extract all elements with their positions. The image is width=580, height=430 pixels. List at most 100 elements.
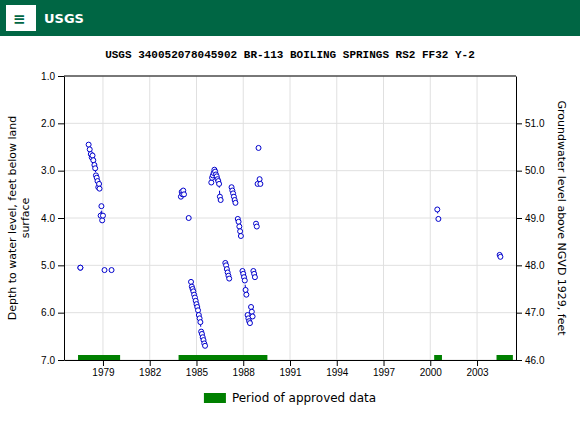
logo-box — [6, 5, 36, 31]
tick-label: 51.0 — [525, 118, 545, 129]
data-point — [249, 304, 254, 309]
tick: 47.0 — [516, 307, 545, 318]
data-point — [109, 268, 114, 273]
tick-mark — [196, 360, 197, 366]
grid-line — [64, 170, 516, 171]
grid-line — [64, 218, 516, 219]
tick-label: 4.0 — [41, 213, 55, 224]
grid-line — [64, 312, 516, 313]
data-point — [186, 216, 191, 221]
data-point — [196, 308, 201, 313]
tick: 1.0 — [41, 71, 64, 82]
legend-swatch — [204, 393, 226, 403]
data-point — [90, 153, 95, 158]
tick-mark — [337, 360, 338, 366]
tick: 1997 — [373, 360, 396, 378]
data-point — [189, 279, 194, 284]
tick-mark — [430, 360, 431, 366]
data-point — [93, 166, 98, 171]
y2-axis: 46.0 47.0 48.0 49.0 50.0 51.0 — [516, 77, 545, 366]
tick-label: 2003 — [466, 367, 489, 378]
logo-symbol: ≡ — [13, 10, 26, 28]
tick: 4.0 — [41, 213, 64, 224]
tick-mark — [150, 360, 151, 366]
tick-label: 1988 — [233, 367, 256, 378]
data-point — [436, 216, 441, 221]
tick-label: 2000 — [420, 367, 443, 378]
tick-label: 47.0 — [525, 307, 545, 318]
data-point — [203, 343, 208, 348]
data-point — [247, 321, 252, 326]
tick-mark — [516, 360, 522, 361]
tick-label: 49.0 — [525, 213, 545, 224]
data-point — [100, 213, 105, 218]
data-point — [209, 180, 214, 185]
tick-mark — [58, 218, 64, 219]
y-axis: 1.02.03.04.05.06.07.0 — [41, 71, 64, 366]
data-point — [97, 181, 102, 186]
tick-mark — [516, 218, 522, 219]
tick: 49.0 — [516, 213, 545, 224]
tick-mark — [58, 171, 64, 172]
y-axis-label-line: surface — [19, 197, 32, 238]
data-point — [78, 265, 83, 270]
data-point — [218, 198, 223, 203]
tick-label: 1985 — [186, 367, 209, 378]
data-point — [498, 254, 503, 259]
marks — [78, 142, 513, 360]
tick-label: 1979 — [92, 367, 115, 378]
tick-mark — [516, 265, 522, 266]
data-point — [244, 292, 249, 297]
data-point — [78, 265, 83, 270]
data-point — [87, 147, 92, 152]
data-point — [102, 268, 107, 273]
tick-mark — [103, 360, 104, 366]
x-axis: 197919821985198819911994199720002003 — [65, 360, 517, 378]
tick-mark — [477, 360, 478, 366]
data-point — [256, 145, 261, 150]
tick: 50.0 — [516, 165, 545, 176]
data-point — [242, 278, 247, 283]
data-point — [237, 224, 242, 229]
y-axis-label-line: Depth to water level, feet below land — [6, 116, 19, 321]
approved-bar — [78, 355, 120, 360]
tick-mark — [516, 171, 522, 172]
tick: 2.0 — [41, 118, 64, 129]
tick: 48.0 — [516, 260, 545, 271]
grid-line — [64, 265, 516, 266]
tick: 46.0 — [516, 355, 545, 366]
tick-label: 2.0 — [41, 118, 55, 129]
tick: 1985 — [186, 360, 209, 378]
tick-label: 1991 — [279, 367, 302, 378]
y2-axis-label: Groundwater level above NGVD 1929, feet — [555, 100, 568, 336]
tick-label: 46.0 — [525, 355, 545, 366]
data-point — [233, 200, 238, 205]
data-point — [236, 219, 241, 224]
tick-mark — [516, 123, 522, 124]
tick-label: 1.0 — [41, 71, 55, 82]
tick: 1982 — [139, 360, 162, 378]
data-point — [254, 224, 259, 229]
data-point — [252, 275, 257, 280]
data-point — [227, 276, 232, 281]
tick-mark — [58, 123, 64, 124]
logo-text: USGS — [44, 11, 84, 26]
tick-label: 48.0 — [525, 260, 545, 271]
tick: 1979 — [92, 360, 115, 378]
tick-mark — [516, 313, 522, 314]
legend-label: Period of approved data — [232, 391, 376, 405]
data-point — [250, 314, 255, 319]
approved-bar — [179, 355, 268, 360]
tick-mark — [58, 313, 64, 314]
data-point — [249, 309, 254, 314]
tick: 2000 — [420, 360, 443, 378]
grid-line — [64, 76, 516, 77]
data-point — [86, 142, 91, 147]
tick-label: 5.0 — [41, 260, 55, 271]
data-point — [238, 233, 243, 238]
legend: Period of approved data — [204, 391, 376, 405]
data-point — [238, 229, 243, 234]
plot: 1979198219851988199119941997200020031.02… — [41, 71, 545, 378]
tick-label: 1982 — [139, 367, 162, 378]
tick-label: 1997 — [373, 367, 396, 378]
